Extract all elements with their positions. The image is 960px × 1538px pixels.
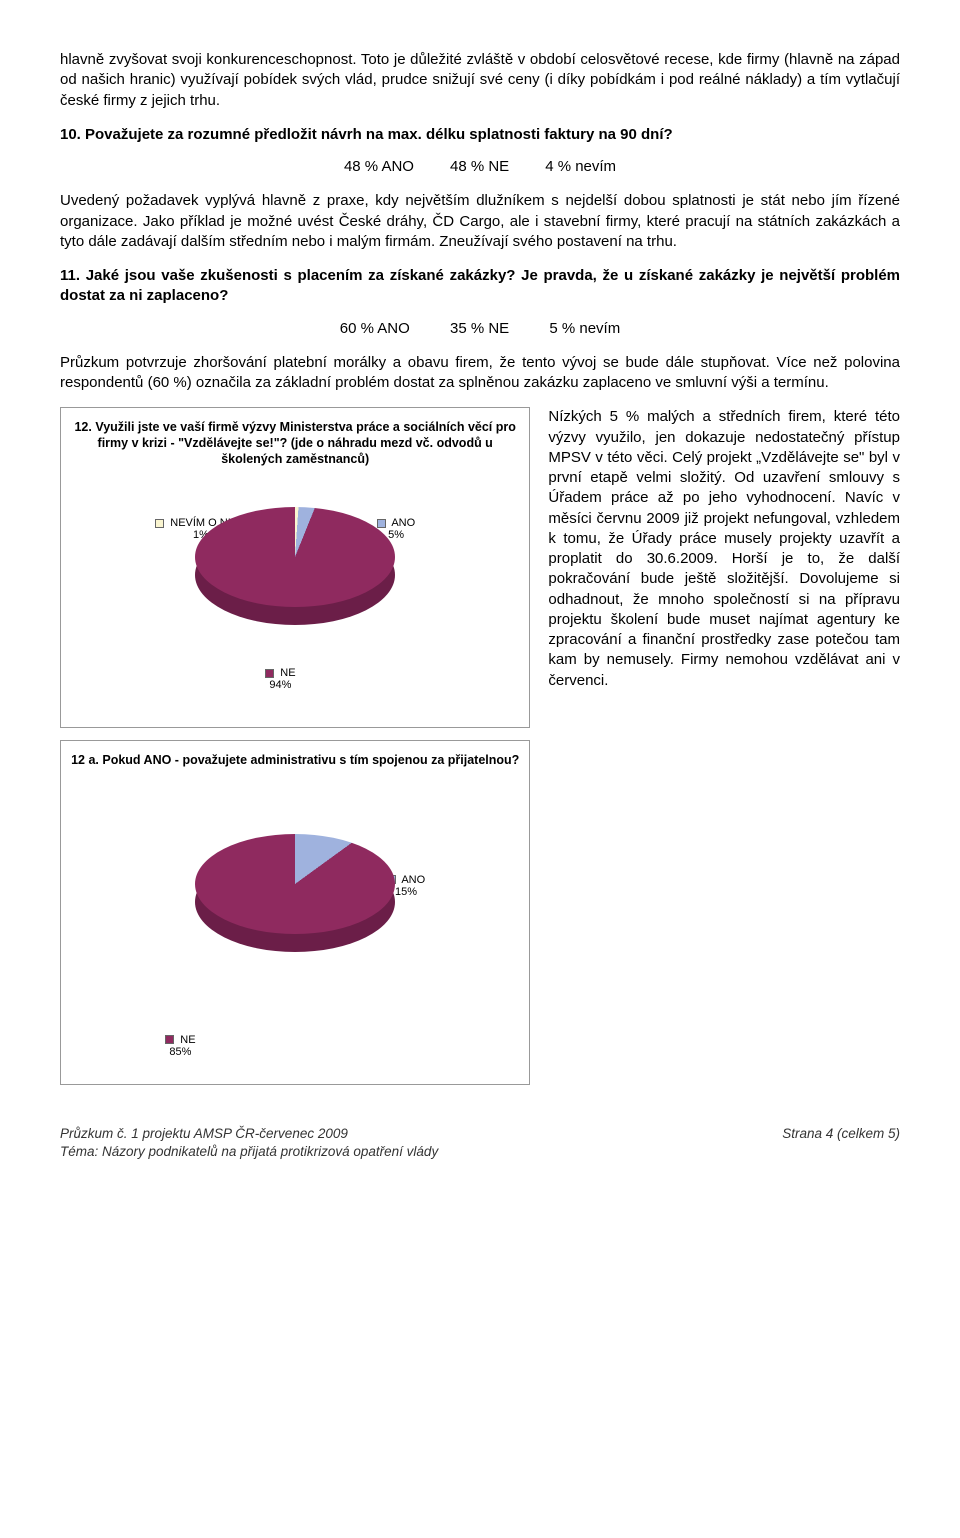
pie-top xyxy=(195,507,395,607)
q11-comment: Průzkum potvrzuje zhoršování platební mo… xyxy=(60,353,900,394)
legend-box-ne xyxy=(265,669,274,678)
q11-ans-dk: 5 % nevím xyxy=(549,319,620,339)
footer-line2: Téma: Názory podnikatelů na přijatá prot… xyxy=(60,1143,782,1161)
footer-line1: Průzkum č. 1 projektu AMSP ČR-červenec 2… xyxy=(60,1125,782,1143)
footer-page: Strana 4 (celkem 5) xyxy=(782,1125,900,1161)
chart-12a-title: 12 a. Pokud ANO - považujete administrat… xyxy=(71,753,519,769)
legend-box-nevim xyxy=(155,519,164,528)
q10-answers: 48 % ANO 48 % NE 4 % nevím xyxy=(60,157,900,177)
legend-ne2-pct: 85% xyxy=(169,1046,191,1058)
legend-ano2-text: ANO xyxy=(401,874,425,886)
q11-heading: 11. Jaké jsou vaše zkušenosti s placením… xyxy=(60,266,900,307)
chart-12a: 12 a. Pokud ANO - považujete administrat… xyxy=(60,740,530,1085)
intro-paragraph: hlavně zvyšovat svoji konkurenceschopnos… xyxy=(60,50,900,111)
q11-ans-no: 35 % NE xyxy=(450,319,509,339)
side-commentary: Nízkých 5 % malých a středních firem, kt… xyxy=(548,407,900,691)
q11-ans-yes: 60 % ANO xyxy=(340,319,410,339)
chart-12-title: 12. Využili jste ve vaší firmě výzvy Min… xyxy=(71,420,519,467)
legend-ne-text: NE xyxy=(280,667,295,679)
q11-answers: 60 % ANO 35 % NE 5 % nevím xyxy=(60,319,900,339)
chart-12a-pie: ANO 15% NE 85% xyxy=(145,834,445,1064)
q10-ans-dk: 4 % nevím xyxy=(545,157,616,177)
q10-heading: 10. Považujete za rozumné předložit návr… xyxy=(60,125,900,145)
q10-comment: Uvedený požadavek vyplývá hlavně z praxe… xyxy=(60,191,900,252)
legend-ne2-text: NE xyxy=(180,1034,195,1046)
legend-box-ne2 xyxy=(165,1035,174,1044)
chart-12: 12. Využili jste ve vaší firmě výzvy Min… xyxy=(60,407,530,728)
pie-top-2 xyxy=(195,834,395,934)
chart-12-pie: NEVÍM O NICH 1% ANO 5% NE 94% xyxy=(145,507,445,707)
q10-ans-no: 48 % NE xyxy=(450,157,509,177)
q10-ans-yes: 48 % ANO xyxy=(344,157,414,177)
page-footer: Průzkum č. 1 projektu AMSP ČR-červenec 2… xyxy=(60,1125,900,1161)
legend-ne-pct: 94% xyxy=(269,679,291,691)
legend-ano2-pct: 15% xyxy=(395,886,417,898)
